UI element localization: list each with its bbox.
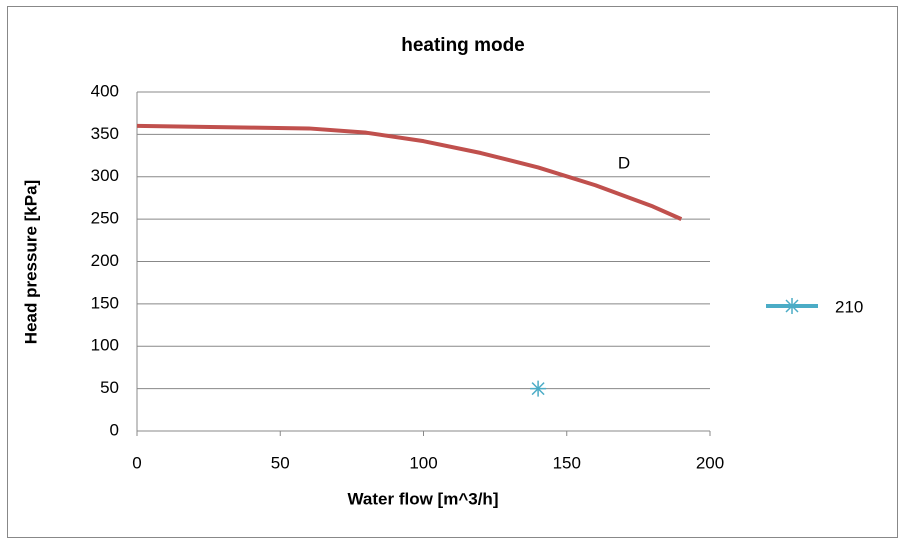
y-tick-label: 400	[91, 81, 119, 100]
y-axis-label: Head pressure [kPa]	[21, 180, 40, 344]
y-tick-label: 200	[91, 251, 119, 270]
data-point	[530, 380, 547, 397]
y-tick-label: 0	[110, 420, 119, 439]
legend-label: 210	[835, 297, 863, 316]
y-tick-label: 300	[91, 166, 119, 185]
series-line	[136, 123, 683, 221]
marker-stroke	[531, 382, 545, 396]
y-tick-label: 250	[91, 209, 119, 228]
x-tick-label: 200	[696, 453, 724, 472]
marker-stroke	[785, 299, 799, 313]
chart-border	[7, 6, 898, 538]
x-axis-label: Water flow [m^3/h]	[348, 489, 499, 508]
y-tick-label: 150	[91, 293, 119, 312]
x-tick-label: 0	[132, 453, 141, 472]
x-tick-label: 100	[409, 453, 437, 472]
y-tick-label: 50	[100, 378, 119, 397]
legend-marker	[784, 298, 800, 314]
annotation: D	[618, 154, 630, 173]
y-tick-label: 350	[91, 124, 119, 143]
x-tick-label: 150	[553, 453, 581, 472]
x-tick-label: 50	[271, 453, 290, 472]
y-tick-label: 100	[91, 336, 119, 355]
chart-title: heating mode	[401, 35, 525, 56]
